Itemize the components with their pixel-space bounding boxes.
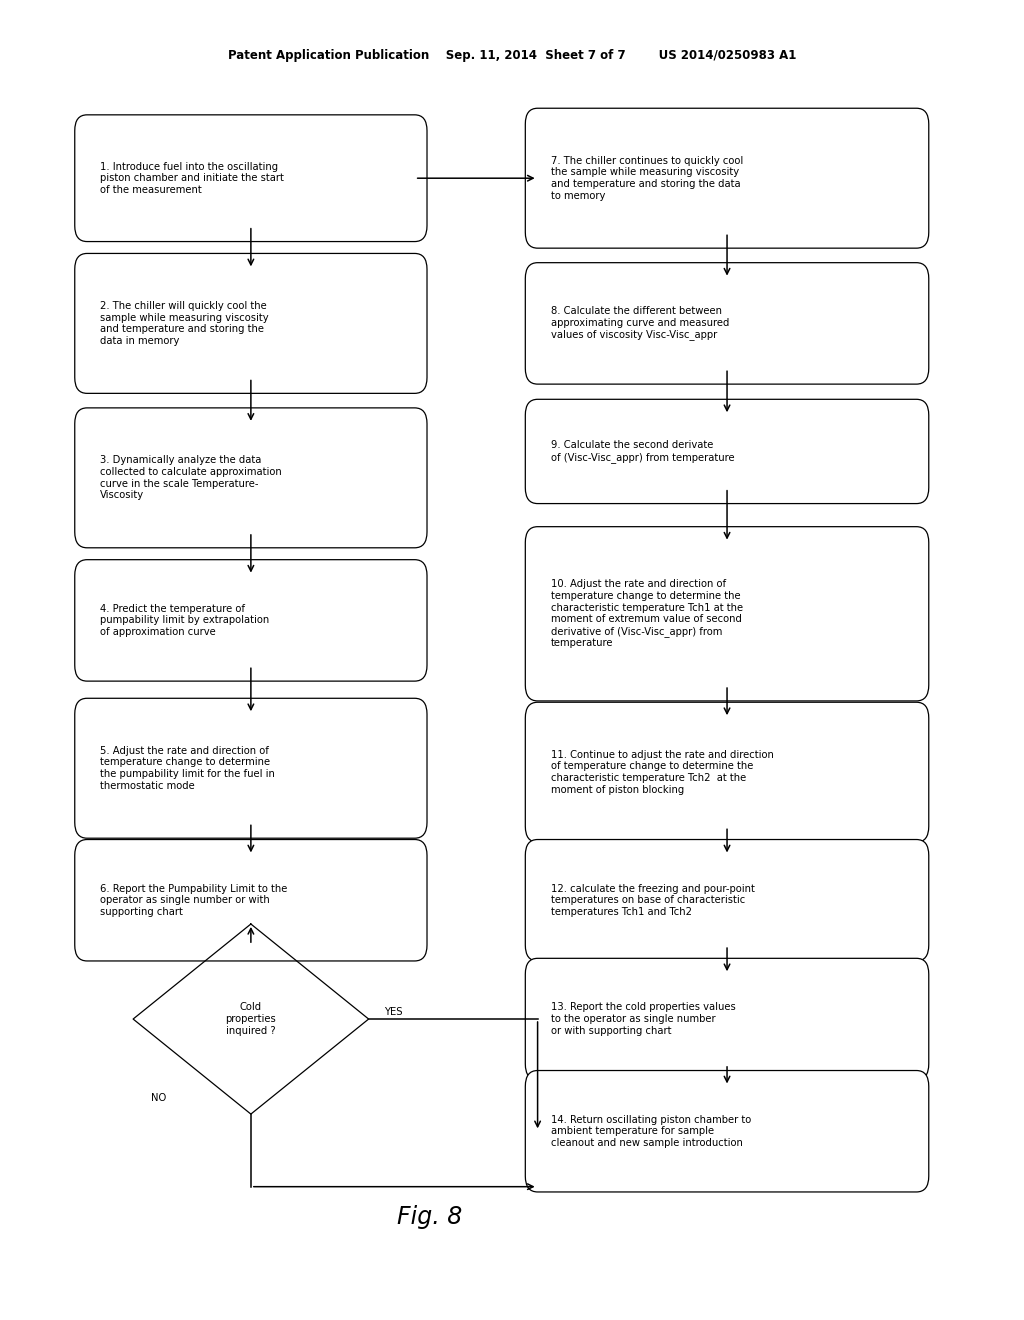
Text: 10. Adjust the rate and direction of
temperature change to determine the
charact: 10. Adjust the rate and direction of tem…: [551, 579, 743, 648]
Text: Cold
properties
inquired ?: Cold properties inquired ?: [225, 1002, 276, 1036]
FancyBboxPatch shape: [525, 263, 929, 384]
Text: NO: NO: [152, 1093, 166, 1104]
Text: Patent Application Publication    Sep. 11, 2014  Sheet 7 of 7        US 2014/025: Patent Application Publication Sep. 11, …: [227, 49, 797, 62]
Text: YES: YES: [384, 1007, 402, 1018]
FancyBboxPatch shape: [525, 527, 929, 701]
FancyBboxPatch shape: [525, 399, 929, 503]
Text: 7. The chiller continues to quickly cool
the sample while measuring viscosity
an: 7. The chiller continues to quickly cool…: [551, 156, 743, 201]
Text: 1. Introduce fuel into the oscillating
piston chamber and initiate the start
of : 1. Introduce fuel into the oscillating p…: [100, 161, 285, 195]
Text: 13. Report the cold properties values
to the operator as single number
or with s: 13. Report the cold properties values to…: [551, 1002, 735, 1036]
FancyBboxPatch shape: [525, 108, 929, 248]
FancyBboxPatch shape: [525, 1071, 929, 1192]
FancyBboxPatch shape: [75, 408, 427, 548]
Text: 6. Report the Pumpability Limit to the
operator as single number or with
support: 6. Report the Pumpability Limit to the o…: [100, 883, 288, 917]
FancyBboxPatch shape: [525, 958, 929, 1080]
Text: 8. Calculate the different between
approximating curve and measured
values of vi: 8. Calculate the different between appro…: [551, 306, 729, 341]
FancyBboxPatch shape: [75, 253, 427, 393]
Text: 12. calculate the freezing and pour-point
temperatures on base of characteristic: 12. calculate the freezing and pour-poin…: [551, 883, 755, 917]
FancyBboxPatch shape: [525, 702, 929, 842]
Text: 4. Predict the temperature of
pumpability limit by extrapolation
of approximatio: 4. Predict the temperature of pumpabilit…: [100, 603, 269, 638]
FancyBboxPatch shape: [75, 560, 427, 681]
Text: 2. The chiller will quickly cool the
sample while measuring viscosity
and temper: 2. The chiller will quickly cool the sam…: [100, 301, 269, 346]
FancyBboxPatch shape: [525, 840, 929, 961]
Text: 3. Dynamically analyze the data
collected to calculate approximation
curve in th: 3. Dynamically analyze the data collecte…: [100, 455, 282, 500]
Text: 11. Continue to adjust the rate and direction
of temperature change to determine: 11. Continue to adjust the rate and dire…: [551, 750, 774, 795]
Text: Fig. 8: Fig. 8: [397, 1205, 463, 1229]
Text: 5. Adjust the rate and direction of
temperature change to determine
the pumpabil: 5. Adjust the rate and direction of temp…: [100, 746, 275, 791]
Text: 14. Return oscillating piston chamber to
ambient temperature for sample
cleanout: 14. Return oscillating piston chamber to…: [551, 1114, 752, 1148]
FancyBboxPatch shape: [75, 115, 427, 242]
FancyBboxPatch shape: [75, 840, 427, 961]
Text: 9. Calculate the second derivate
of (Visc-Visc_appr) from temperature: 9. Calculate the second derivate of (Vis…: [551, 440, 734, 463]
FancyBboxPatch shape: [75, 698, 427, 838]
